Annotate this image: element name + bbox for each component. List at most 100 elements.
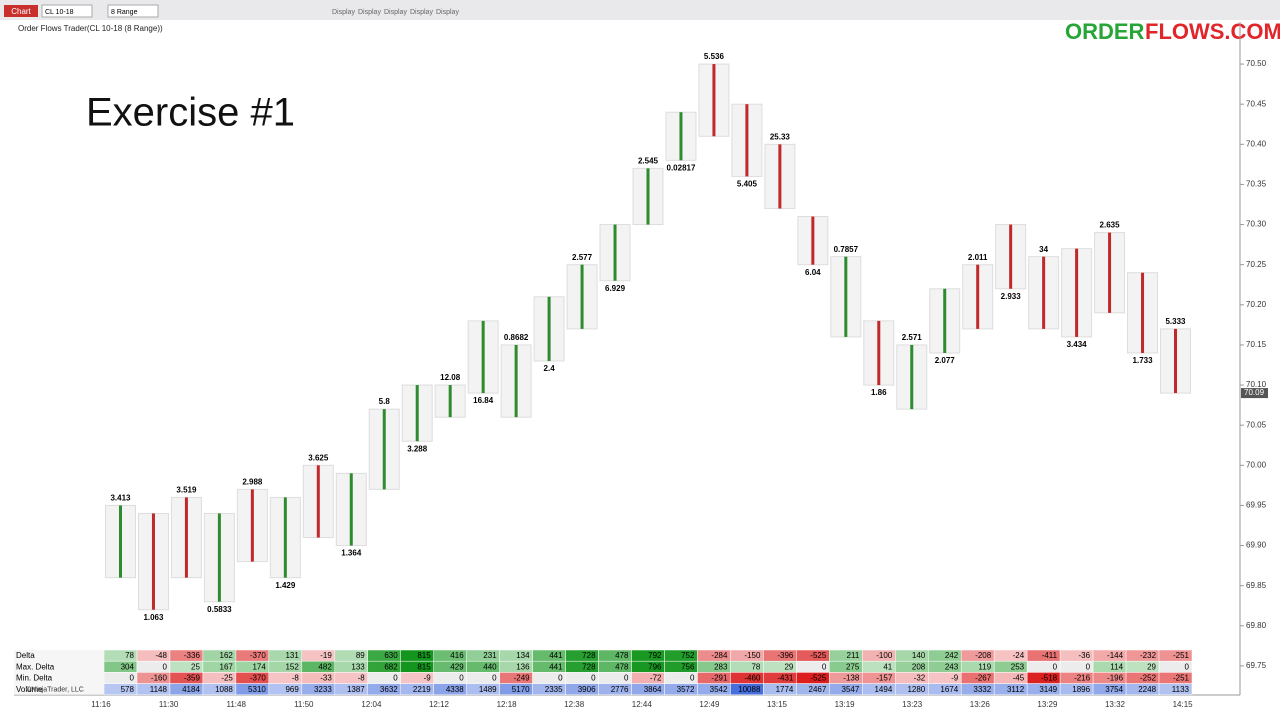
stat-value: 728	[582, 662, 596, 671]
bar-label: 2.635	[1100, 221, 1121, 230]
volume-bar	[184, 497, 188, 578]
stat-value: 3149	[1039, 685, 1057, 694]
stat-row-name: Min. Delta	[16, 674, 53, 683]
stat-value: -72	[650, 674, 662, 683]
volume-bar	[415, 385, 419, 442]
stat-value: 0	[459, 674, 464, 683]
stat-value: -8	[292, 674, 300, 683]
bar-label: 1.429	[275, 581, 296, 590]
toolbar-button[interactable]: Display	[358, 9, 381, 16]
bar-label: 3.413	[110, 494, 131, 503]
volume-bar	[1042, 256, 1046, 329]
stat-value: 114	[1110, 662, 1123, 671]
stat-value: -9	[951, 674, 959, 683]
stat-value: 211	[847, 651, 860, 660]
time-label: 11:16	[91, 700, 111, 709]
volume-bar	[613, 224, 617, 281]
instrument[interactable]: CL 10-18	[45, 9, 74, 16]
volume-bar	[151, 513, 155, 610]
chart-tab[interactable]	[4, 5, 38, 17]
volume-bar	[118, 505, 122, 578]
stat-value: 756	[681, 662, 695, 671]
bar-label: 25.33	[770, 132, 791, 141]
stat-value: 0	[1185, 662, 1190, 671]
stat-value: 3542	[710, 685, 728, 694]
toolbar-button[interactable]: Display	[436, 9, 459, 16]
stat-value: 728	[582, 651, 596, 660]
stat-value: -267	[975, 674, 992, 683]
time-label: 13:15	[767, 700, 788, 709]
stat-value: -525	[810, 651, 827, 660]
time-label: 13:23	[902, 700, 923, 709]
time-label: 13:29	[1037, 700, 1058, 709]
stat-value: 1774	[776, 685, 794, 694]
bar-label: 3.519	[176, 486, 197, 495]
stat-value: 283	[714, 662, 728, 671]
volume-bar	[382, 409, 386, 490]
bar-label: 2.933	[1001, 292, 1022, 301]
stat-value: 1133	[1172, 685, 1190, 694]
stat-value: 89	[356, 651, 365, 660]
price-tick-label: 70.50	[1246, 59, 1267, 68]
stat-value: 1280	[907, 685, 925, 694]
stat-row-name: Max. Delta	[16, 662, 55, 671]
stat-value: -359	[184, 674, 201, 683]
time-label: 11:50	[294, 700, 314, 709]
stat-value: 167	[220, 662, 234, 671]
stat-value: 243	[945, 662, 959, 671]
stat-value: -160	[151, 674, 168, 683]
stat-value: 0	[591, 674, 596, 683]
time-label: 12:44	[632, 700, 653, 709]
chart-tab-label[interactable]: Chart	[11, 7, 31, 16]
bar-label: 2.988	[242, 477, 263, 486]
time-label: 14:15	[1173, 700, 1194, 709]
stat-value: 0	[162, 662, 167, 671]
toolbar-button[interactable]: Display	[332, 9, 355, 16]
stat-value: 796	[648, 662, 662, 671]
bar-label: 6.04	[805, 268, 821, 277]
bar-label: 34	[1039, 245, 1048, 254]
logo-order: ORDER	[1065, 19, 1145, 44]
time-label: 12:12	[429, 700, 450, 709]
toolbar-button[interactable]: Display	[410, 9, 433, 16]
stat-value: 1088	[215, 685, 233, 694]
bar-label: 3.434	[1067, 340, 1088, 349]
bar-label: 5.333	[1165, 317, 1186, 326]
stat-value: -196	[1107, 674, 1124, 683]
bar-label: 12.08	[440, 373, 461, 382]
volume-bar	[976, 264, 980, 329]
stat-value: 231	[483, 651, 497, 660]
interval-box[interactable]	[107, 4, 159, 18]
bar-label: 2.4	[544, 364, 556, 373]
volume-bar	[481, 320, 485, 394]
bar-label: 5.8	[379, 397, 391, 406]
volume-bar	[547, 296, 551, 361]
stat-value: 3906	[578, 685, 596, 694]
stat-value: 1148	[150, 685, 168, 694]
interval[interactable]: 8 Range	[111, 9, 138, 16]
volume-bar	[1141, 272, 1145, 353]
stat-value: 152	[285, 662, 299, 671]
stat-value: 208	[912, 662, 926, 671]
stat-value: 1674	[940, 685, 958, 694]
bar-label: 5.405	[737, 180, 758, 189]
time-label: 12:38	[564, 700, 585, 709]
stat-value: 162	[220, 651, 234, 660]
stat-row-name: Delta	[16, 651, 35, 660]
stat-value: 3754	[1105, 685, 1123, 694]
stat-value: 482	[318, 662, 332, 671]
volume-bar	[877, 320, 881, 386]
stat-value: 1387	[347, 685, 365, 694]
stat-value: 2219	[413, 685, 431, 694]
volume-bar	[811, 216, 815, 265]
instrument-box[interactable]	[41, 4, 93, 18]
price-tick-label: 70.10	[1246, 380, 1267, 389]
stat-value: 478	[615, 662, 629, 671]
volume-bar	[943, 288, 947, 353]
time-label: 11:30	[159, 700, 179, 709]
stat-value: -249	[514, 674, 531, 683]
volume-bar	[1075, 248, 1079, 337]
stat-value: -396	[777, 651, 794, 660]
stat-value: 0	[130, 674, 135, 683]
toolbar-button[interactable]: Display	[384, 9, 407, 16]
